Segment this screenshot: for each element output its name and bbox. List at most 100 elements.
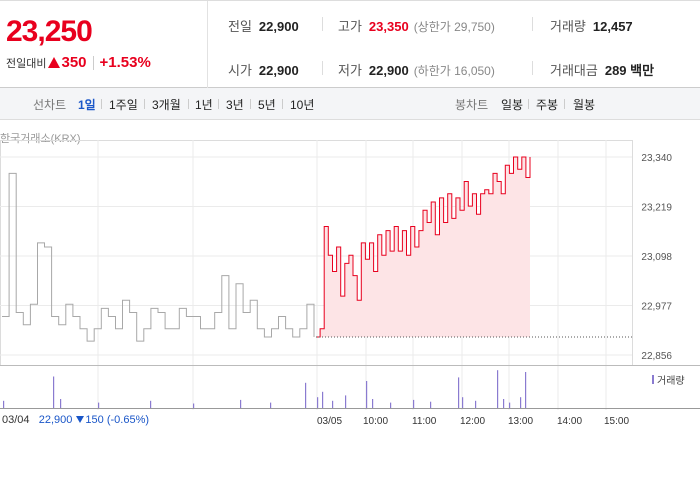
divider [532, 61, 533, 75]
volume-bar [322, 391, 324, 408]
price-box: 23,250 전일대비 350 +1.53% [0, 1, 208, 89]
divider [282, 99, 283, 109]
volume-bar [413, 399, 415, 408]
change-percent: +1.53% [99, 54, 151, 71]
period-1d[interactable]: 1일 [78, 98, 96, 112]
period-3y[interactable]: 3년 [226, 98, 244, 112]
open-value: 22,900 [258, 63, 299, 78]
volume-bar [240, 399, 242, 408]
change-value: 350 [61, 54, 87, 71]
prev-day-price: 22,900 [38, 414, 73, 426]
prev-day-change: 150 [85, 414, 104, 426]
volume-bar [503, 399, 505, 408]
divider [101, 99, 102, 109]
low-label: 저가 [338, 63, 362, 78]
period-5y[interactable]: 5년 [258, 98, 276, 112]
prev-day-pct: (-0.65%) [106, 414, 150, 426]
volume-legend-label: 거래량 [657, 376, 685, 387]
open-label: 시가 [228, 63, 252, 78]
low-value: 22,900 [368, 63, 409, 78]
volume-bar [305, 382, 307, 408]
x-tick-label: 12:00 [460, 416, 485, 427]
low-stat: 저가 22,900 (하한가 16,050) [338, 60, 495, 79]
volume-bar [430, 401, 432, 408]
period-3m[interactable]: 3개월 [152, 98, 181, 112]
divider [564, 99, 565, 109]
chart-toolbar: 선차트 1일 1주일 3개월 1년 3년 5년 10년 봉차트 일봉 주봉 월봉 [0, 88, 700, 120]
volume-bar [98, 402, 100, 408]
x-tick-label: 03/05 [317, 416, 342, 427]
volume-bar [60, 399, 62, 408]
volume-bar [390, 402, 392, 408]
upper-limit: (상한가 29,750) [413, 20, 495, 34]
volume-bar [497, 370, 499, 408]
exchange-label: 한국거래소(KRX) [0, 133, 81, 145]
price-chart: 23,340 23,219 23,098 22,977 22,856 03/05 10:00… [0, 140, 700, 427]
up-arrow-icon [48, 57, 61, 68]
line-chart-label: 선차트 [33, 98, 67, 112]
volume-stat: 거래량 12,457 [550, 16, 633, 35]
divider [250, 99, 251, 109]
volume-bar [372, 399, 374, 408]
period-1y[interactable]: 1년 [195, 98, 213, 112]
today-area [316, 157, 530, 337]
lower-limit: (하한가 16,050) [413, 64, 495, 78]
prev-close-stat: 전일 22,900 [228, 16, 299, 35]
prev-close-label: 전일 [228, 19, 252, 34]
y-tick-label: 22,856 [641, 351, 672, 362]
x-tick-label: 13:00 [508, 416, 533, 427]
volume-bar [475, 400, 477, 408]
y-tick-label: 23,219 [641, 203, 672, 214]
volume-bar [317, 397, 319, 408]
volume-bar [332, 400, 334, 408]
divider [218, 99, 219, 109]
volume-bar [193, 403, 195, 408]
volume-bar [150, 400, 152, 408]
x-tick-label: 15:00 [604, 416, 629, 427]
divider [528, 99, 529, 109]
y-tick-label: 22,977 [641, 302, 672, 313]
candle-weekly[interactable]: 주봉 [536, 98, 559, 112]
volume-legend: 거래량 [652, 372, 685, 387]
x-tick-label: 11:00 [412, 416, 437, 427]
prev-day-date: 03/04 [2, 414, 30, 426]
volume-bar [345, 395, 347, 408]
period-10y[interactable]: 10년 [290, 98, 315, 112]
volume-bar [3, 400, 5, 408]
x-tick-label: 14:00 [557, 416, 582, 427]
high-label: 고가 [338, 19, 362, 34]
volume-bar [366, 381, 368, 408]
divider [532, 17, 533, 31]
change-label: 전일대비 [6, 57, 47, 70]
volume-bar [270, 402, 272, 408]
down-arrow-icon [76, 416, 85, 423]
high-stat: 고가 23,350 (상한가 29,750) [338, 16, 495, 35]
divider [322, 61, 323, 75]
prev-day-summary: 03/04 22,900 150 (-0.65%) [2, 414, 149, 426]
volume-bar [53, 376, 55, 408]
volume-bar [462, 397, 464, 408]
divider [144, 99, 145, 109]
volume-bar [520, 397, 522, 408]
today-line [316, 156, 531, 338]
volume-bar [458, 377, 460, 408]
period-1w[interactable]: 1주일 [109, 98, 138, 112]
prev-day-line [2, 172, 315, 342]
candle-daily[interactable]: 일봉 [501, 98, 524, 112]
amount-stat: 거래대금 289 백만 [550, 60, 654, 79]
volume-value: 12,457 [592, 19, 633, 34]
volume-bar [509, 402, 511, 408]
open-stat: 시가 22,900 [228, 60, 299, 79]
x-tick-label: 10:00 [363, 416, 388, 427]
divider [322, 17, 323, 31]
amount-value: 289 백만 [604, 63, 655, 78]
volume-label: 거래량 [550, 19, 586, 34]
y-tick-label: 23,098 [641, 252, 672, 263]
volume-bar [525, 372, 527, 408]
high-value: 23,350 [368, 19, 409, 34]
change-row: 전일대비 350 +1.53% [6, 54, 151, 71]
y-tick-label: 23,340 [641, 153, 672, 164]
divider [188, 99, 189, 109]
candle-monthly[interactable]: 월봉 [573, 98, 596, 112]
candle-chart-label: 봉차트 [455, 98, 489, 112]
